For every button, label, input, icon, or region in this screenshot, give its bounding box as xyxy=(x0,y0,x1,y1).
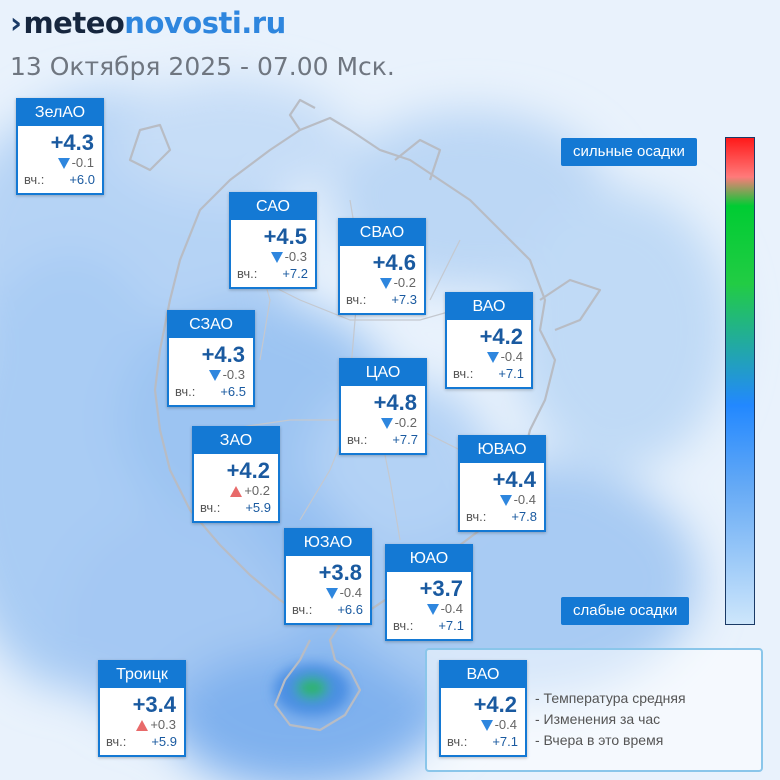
yesterday-temperature: +7.1 xyxy=(498,366,524,381)
yesterday-temperature: +6.5 xyxy=(220,384,246,399)
date-time-caption: 13 Октября 2025 - 07.00 Мск. xyxy=(10,52,395,81)
temperature-average: +4.2 xyxy=(473,692,517,717)
trend-down-icon xyxy=(270,252,283,264)
logo-chevron-icon: › xyxy=(10,6,22,40)
trend-down-icon xyxy=(426,604,439,616)
hourly-change: -0.4 xyxy=(500,349,523,364)
district-name: ЗАО xyxy=(194,428,278,454)
trend-down-icon xyxy=(325,588,338,600)
legend-item-yesterday: - Вчера в это время xyxy=(535,732,664,748)
temperature-average: +3.7 xyxy=(419,576,463,601)
district-name: ВАО xyxy=(441,662,525,688)
yesterday-label: вч.: xyxy=(24,172,45,187)
yesterday-label: вч.: xyxy=(237,266,258,281)
yesterday-temperature: +7.2 xyxy=(282,266,308,281)
hourly-change: +0.3 xyxy=(150,717,176,732)
temperature-average: +4.2 xyxy=(479,324,523,349)
yesterday-temperature: +5.9 xyxy=(245,500,271,515)
trend-down-icon xyxy=(480,720,493,732)
yesterday-temperature: +6.6 xyxy=(337,602,363,617)
temperature-average: +3.8 xyxy=(318,560,362,585)
temperature-average: +4.2 xyxy=(226,458,270,483)
temperature-average: +4.5 xyxy=(263,224,307,249)
district-card-svao[interactable]: СВАО +4.6 -0.2 вч.: +7.3 xyxy=(338,218,426,315)
yesterday-label: вч.: xyxy=(453,366,474,381)
district-card-troitsk[interactable]: Троицк +3.4 +0.3 вч.: +5.9 xyxy=(98,660,186,757)
scale-label-heavy: сильные осадки xyxy=(561,138,697,166)
hourly-change: -0.4 xyxy=(339,585,362,600)
hourly-change: -0.2 xyxy=(393,275,416,290)
yesterday-label: вч.: xyxy=(346,292,367,307)
legend-item-hourly-change: - Изменения за час xyxy=(535,711,661,727)
temperature-average: +4.3 xyxy=(50,130,94,155)
yesterday-temperature: +7.1 xyxy=(438,618,464,633)
district-card-yuvao[interactable]: ЮВАО +4.4 -0.4 вч.: +7.8 xyxy=(458,435,546,532)
district-card-yuzao[interactable]: ЮЗАО +3.8 -0.4 вч.: +6.6 xyxy=(284,528,372,625)
hourly-change: -0.4 xyxy=(494,717,517,732)
district-name: ЮЗАО xyxy=(286,530,370,556)
district-name: ЦАО xyxy=(341,360,425,386)
trend-down-icon xyxy=(499,495,512,507)
trend-down-icon xyxy=(486,352,499,364)
hourly-change: -0.3 xyxy=(284,249,307,264)
district-card-cao[interactable]: ЦАО +4.8 -0.2 вч.: +7.7 xyxy=(339,358,427,455)
yesterday-temperature: +7.8 xyxy=(511,509,537,524)
district-name: ВАО xyxy=(447,294,531,320)
temperature-average: +4.8 xyxy=(373,390,417,415)
yesterday-temperature: +7.3 xyxy=(391,292,417,307)
trend-up-icon xyxy=(136,720,149,732)
yesterday-temperature: +5.9 xyxy=(151,734,177,749)
trend-down-icon xyxy=(57,158,70,170)
district-card-zelao[interactable]: ЗелАО +4.3 -0.1 вч.: +6.0 xyxy=(16,98,104,195)
trend-down-icon xyxy=(208,370,221,382)
district-card-yuao[interactable]: ЮАО +3.7 -0.4 вч.: +7.1 xyxy=(385,544,473,641)
yesterday-label: вч.: xyxy=(106,734,127,749)
precipitation-scale-bar xyxy=(725,137,755,625)
hourly-change: -0.4 xyxy=(513,492,536,507)
temperature-average: +4.6 xyxy=(372,250,416,275)
yesterday-label: вч.: xyxy=(200,500,221,515)
district-name: ЮВАО xyxy=(460,437,544,463)
legend-sample-card: ВАО +4.2 -0.4 вч.: +7.1 xyxy=(439,660,527,757)
district-card-zao[interactable]: ЗАО +4.2 +0.2 вч.: +5.9 xyxy=(192,426,280,523)
hourly-change: -0.4 xyxy=(440,601,463,616)
legend-box: ВАО +4.2 -0.4 вч.: +7.1 - Температура сре… xyxy=(425,648,763,772)
district-name: ЮАО xyxy=(387,546,471,572)
district-name: Троицк xyxy=(100,662,184,688)
district-name: СЗАО xyxy=(169,312,253,338)
yesterday-label: вч.: xyxy=(175,384,196,399)
yesterday-temperature: +7.7 xyxy=(392,432,418,447)
temperature-average: +4.3 xyxy=(201,342,245,367)
hourly-change: -0.3 xyxy=(222,367,245,382)
yesterday-label: вч.: xyxy=(393,618,414,633)
temperature-average: +4.4 xyxy=(492,467,536,492)
district-name: СВАО xyxy=(340,220,424,246)
legend-items: - Температура средняя - Изменения за час… xyxy=(535,688,686,751)
hourly-change: -0.2 xyxy=(394,415,417,430)
hourly-change: -0.1 xyxy=(71,155,94,170)
yesterday-label: вч.: xyxy=(292,602,313,617)
scale-label-light: слабые осадки xyxy=(561,597,690,625)
site-logo[interactable]: ›meteonovosti.ru xyxy=(10,6,286,40)
district-name: САО xyxy=(231,194,315,220)
district-card-vao[interactable]: ВАО +4.2 -0.4 вч.: +7.1 xyxy=(445,292,533,389)
yesterday-label: вч.: xyxy=(447,734,468,749)
trend-down-icon xyxy=(379,278,392,290)
yesterday-label: вч.: xyxy=(466,509,487,524)
yesterday-label: вч.: xyxy=(347,432,368,447)
trend-down-icon xyxy=(380,418,393,430)
logo-text-meteo: meteo xyxy=(23,6,125,40)
hourly-change: +0.2 xyxy=(244,483,270,498)
yesterday-temperature: +7.1 xyxy=(492,734,518,749)
district-name: ЗелАО xyxy=(18,100,102,126)
temperature-average: +3.4 xyxy=(132,692,176,717)
logo-text-domain: novosti.ru xyxy=(124,6,286,40)
trend-up-icon xyxy=(230,486,243,498)
district-card-szao[interactable]: СЗАО +4.3 -0.3 вч.: +6.5 xyxy=(167,310,255,407)
district-card-sao[interactable]: САО +4.5 -0.3 вч.: +7.2 xyxy=(229,192,317,289)
yesterday-temperature: +6.0 xyxy=(69,172,95,187)
legend-item-average: - Температура средняя xyxy=(535,690,686,706)
